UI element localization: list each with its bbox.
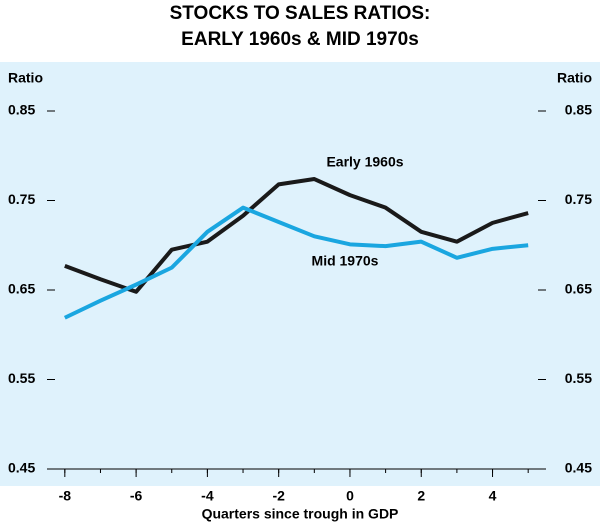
chart-title: EARLY 1960s & MID 1970s [181,29,419,50]
x-tick-label: -4 [201,488,214,504]
x-tick-label: 0 [346,488,354,504]
y2-tick-label: 0.75 [565,191,592,207]
x-tick-label: -8 [59,488,72,504]
y2-tick-label: 0.45 [565,460,592,476]
y-tick-label: 0.45 [8,460,35,476]
y-axis-title: Ratio [8,70,43,86]
y2-tick-label: 0.85 [565,102,592,118]
y2-tick-label: 0.55 [565,370,592,386]
x-tick-label: 2 [417,488,425,504]
series-label: Early 1960s [326,154,403,170]
x-tick-label: -2 [272,488,285,504]
y2-axis-title: Ratio [557,70,592,86]
y2-tick-label: 0.65 [565,281,592,297]
plot-background [0,62,600,486]
series-label: Mid 1970s [312,253,379,269]
x-tick-label: 4 [489,488,497,504]
x-axis-title: Quarters since trough in GDP [202,506,399,522]
y-tick-label: 0.55 [8,370,35,386]
series-line [64,177,529,294]
y-tick-label: 0.75 [8,191,35,207]
y-tick-label: 0.85 [8,102,35,118]
chart-title: STOCKS TO SALES RATIOS: [170,3,431,24]
series-line [63,205,529,320]
x-tick-label: -6 [130,488,143,504]
y-tick-label: 0.65 [8,281,35,297]
